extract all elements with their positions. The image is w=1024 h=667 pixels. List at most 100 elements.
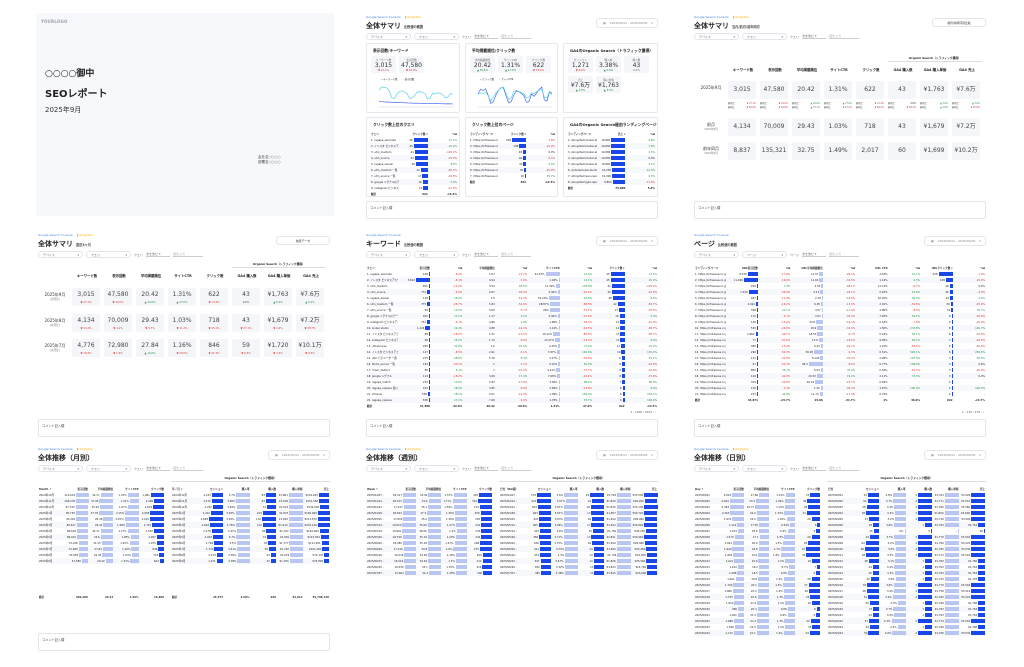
table-row[interactable]: 21. infosuw 548 18.1% 5.01 -10.3% 1.09% 164.2%… (366, 391, 658, 397)
column-header[interactable]: Week ↑ (367, 487, 379, 491)
column-header[interactable]: ¥1,812 (292, 595, 303, 599)
column-header[interactable]: 表示回数 (733, 488, 744, 491)
table-row[interactable]: 2025/04/07 -533 3.6% 19 ¥1,763 ¥33,500 (499, 492, 658, 498)
column-header[interactable]: %Δ (785, 266, 791, 270)
table-row[interactable]: 4. /shop/item/looker-studio-template-d10… (567, 155, 656, 161)
column-header[interactable]: %Δ (652, 266, 657, 270)
device-filter[interactable]: デバイス ▾ (366, 33, 411, 40)
column-header[interactable]: 29.43 (104, 595, 114, 599)
compare-button[interactable]: 前月/前年同月比較 (932, 18, 986, 27)
column-header[interactable]: 購入率 (897, 488, 906, 491)
table-row[interactable]: 2024年10月 2,233 3.7% 83 ¥1,861 ¥154,463 (171, 492, 330, 498)
table-row[interactable]: 2024年11月 106,235 37.06 1.41% 1,498 (38, 498, 165, 504)
table-row[interactable]: 19. regapa_match 233 13.0% 2.93 -17.9% 3.00% 6… (366, 379, 658, 385)
table-row[interactable]: 2025/09/11 60 3.3% 2 ¥1,772 ¥3,544 (827, 552, 986, 558)
table-row[interactable]: 1. regapa_semrabo 108 -6.0% 1.07 -73.7% 41.67… (366, 271, 658, 277)
table-row[interactable]: 2025/04/14 -18,513 33.6 1.71% 316 (366, 498, 493, 504)
column-header[interactable]: 940 (270, 595, 276, 599)
column-header[interactable]: 990,480 (75, 595, 88, 599)
date-range-picker[interactable]: ▦ 2024/10/01 - 2025/09/30 ▾ (268, 450, 330, 460)
device-filter[interactable]: デバイス ▾ (38, 251, 83, 258)
date-range-picker[interactable]: ▦ 2025/09/01 - 2025/09/30 ▾ (924, 450, 986, 460)
date-range-picker[interactable]: ▦ 2025/09/01 - 2025/09/30 ▾ (596, 18, 658, 28)
table-row[interactable]: 2025/09/13 1,012 18.2 0.7% 7 (694, 564, 821, 570)
query-filter[interactable]: クエリ ▾ (414, 251, 459, 258)
column-header[interactable]: 平均掲載順位 (753, 488, 770, 491)
table-row[interactable]: 13. ultrasourse 265 31.0% 1.6 67.0% 4.15% 77.2… (366, 343, 658, 349)
query-filter[interactable]: クエリ ▾ (414, 33, 459, 40)
table-row[interactable]: 6. utm_medium 一覧 775 -28.7% 5.84 -54.9% 28.87… (366, 301, 658, 307)
table-row[interactable]: 8. google シグナルのデータ収集165.0% (370, 179, 458, 185)
table-row[interactable]: 2025/09/05 1,970 22.0 1.02% 20 (694, 516, 821, 522)
table-row[interactable]: 2025/07/07 -15,602 32.4 1.28% 200 (366, 570, 493, 576)
query-filter[interactable]: クエリ ▾ (86, 465, 131, 472)
column-header[interactable]: セッション (210, 488, 223, 491)
table-row[interactable]: 2025年2月 2,828 3.93% 116 ¥1,842 ¥213,672 (171, 516, 330, 522)
table-row[interactable]: 2025/09/04 60 3.3% 2 ¥1,800 ¥3,600 (827, 510, 986, 516)
column-header[interactable]: %Δ (650, 132, 655, 136)
table-row[interactable]: 2. https://infrasosa.co.jp/marketing/ins… (694, 277, 986, 283)
pagination[interactable]: 1 - 1000 / 3015 ‹ › (630, 410, 656, 414)
table-row[interactable]: 2025/09/17 1,860 20.3 1.4% 26 (694, 588, 821, 594)
column-header[interactable]: ランディングページ (470, 133, 494, 136)
column-header[interactable]: Day ↑ (695, 487, 704, 491)
table-row[interactable]: 2025年7月 1,733 3.41% 59 ¥1,720 ¥101,480 (171, 546, 330, 552)
filter-value-input[interactable]: 値を入力 (501, 466, 532, 471)
table-row[interactable]: 7. https://infrasosa.co.jp/reporting/loo… (469, 173, 556, 179)
column-header[interactable]: 売上 (651, 488, 657, 491)
table-row[interactable]: 18. google シグナル 113 -18.2% 3.69 17.4% 7.08% -4… (366, 373, 658, 379)
column-header[interactable]: 日付 (828, 488, 834, 491)
table-row[interactable]: 15. https://infrasosa.co.jp/reporting/ca… (694, 355, 986, 361)
table-row[interactable]: 1. https://infrasosa.co.jp/marketing/utm… (694, 271, 986, 277)
column-header[interactable]: ランディングページ (568, 133, 592, 136)
column-header[interactable]: %Δ (850, 266, 856, 270)
table-row[interactable]: 6. https://infrasosa.co.jp/marketing/goo… (694, 301, 986, 307)
column-header[interactable]: セッション (538, 488, 551, 491)
column-header[interactable]: 表示回数 (405, 488, 416, 491)
query-filter[interactable]: ページ ▾ (742, 251, 787, 258)
table-row[interactable]: 2025/05/26 -18,790 35.19 1.29% 242 (366, 534, 493, 540)
column-header[interactable]: サイトCTR (453, 488, 467, 491)
table-row[interactable]: 12. instagram ビジネスアカウント 確認方法9815.2%1.74-… (366, 337, 658, 343)
column-header[interactable]: URL CTR (875, 266, 888, 270)
table-row[interactable]: 21. https://infrasosa.co.jp/reporting/lo… (694, 391, 986, 397)
date-range-picker[interactable]: ▦ 2025/04/07 - 2025/09/28 ▾ (596, 450, 658, 460)
device-filter[interactable]: デバイス ▾ (694, 465, 739, 472)
device-filter[interactable]: デバイス ▾ (694, 251, 739, 258)
table-row[interactable]: 7. utm_source 一覧 58 13.3% 5.09 -5.7% 29% -51.1… (366, 307, 658, 313)
table-row[interactable]: 3. https://infrasosa.co.jp/reporting/loo… (694, 283, 986, 289)
table-row[interactable]: 2025/09/10 66 3.0% 2 ¥1,765 ¥3,530 (827, 546, 986, 552)
legend-item[interactable]: ━ キーワード数 (381, 77, 398, 81)
column-header[interactable]: URL平均掲載順位 (801, 267, 823, 270)
table-row[interactable]: 2025/09/14 30 3.3% 1 ¥1,763 ¥1,763 (827, 570, 986, 576)
table-row[interactable]: 17. crawl_distinct 85 5.1% 1 -47.0% 9.41% -37.… (366, 367, 658, 373)
table-row[interactable]: 6. https://infrasosa.co.jp/marketing/goo… (469, 167, 556, 173)
column-header[interactable]: %Δ (457, 266, 463, 270)
device-filter[interactable]: デバイス ▾ (366, 465, 411, 472)
table-row[interactable]: 2. インスタ ビジネスアカウント 切り替え3,810-8.1%4.94-7.0… (366, 277, 658, 283)
table-row[interactable]: 2024年12月 97,729 35.45 1.67% 1,634 (38, 504, 165, 510)
table-row[interactable]: 2025/09/12 48 3.1% 1 ¥1,760 ¥1,760 (827, 558, 986, 564)
table-row[interactable]: 2025/09/14 1,088 18.5 0.8% 9 (694, 570, 821, 576)
column-header[interactable]: 16,860 (153, 595, 164, 599)
table-row[interactable]: 9. https://infrasosa.co.jp/reporting/loo… (694, 319, 986, 325)
date-range-picker[interactable]: ▦ 2025/09/01 - 2025/09/30 ▾ (924, 236, 986, 246)
table-row[interactable]: 2025/05/19 -415 3.6% 15 ¥1,750 ¥26,250 (499, 528, 658, 534)
table-row[interactable]: 6. utm_medium 一覧 22 -83.7% (370, 167, 458, 173)
table-row[interactable]: 16. https://infrasosa.co.jp/reporting/co… (694, 361, 986, 367)
column-header[interactable]: クリック数 (807, 488, 820, 491)
comment-box[interactable]: コメント記入欄 (38, 419, 330, 437)
column-header[interactable]: 総計 (39, 596, 45, 599)
table-row[interactable]: 7. /shop/item/seo-report-template10,2002… (567, 173, 656, 179)
table-row[interactable]: 11. インスタ ビジネスアカウント 確認方法68-18.0%1.51-10.5… (366, 331, 658, 337)
column-header[interactable]: 購入率 (241, 488, 250, 491)
column-header[interactable]: サイトCTR (781, 488, 795, 491)
table-row[interactable]: 2025年7月 72,980 27.84 1.16% 846 (38, 546, 165, 552)
table-row[interactable]: 2025/04/28 -18,594 37.3 1.39% 258 (366, 510, 493, 516)
table-row[interactable]: 2025/09/20 27 3.7% 1 ¥1,763 ¥1,763 (827, 606, 986, 612)
table-row[interactable]: 2025年6月 74,198 31.15 1.45% 1,075 (38, 540, 165, 546)
table-row[interactable]: 2025/09/13 29 3.4% 1 ¥1,763 ¥1,763 (827, 564, 986, 570)
table-row[interactable]: 2024年10月 112,643 34.17 1.76% 1,981 (38, 492, 165, 498)
column-header[interactable]: 売上 (323, 488, 329, 491)
table-row[interactable]: 2025/05/19 -19,991 36.06 1.2% 240 (366, 528, 493, 534)
